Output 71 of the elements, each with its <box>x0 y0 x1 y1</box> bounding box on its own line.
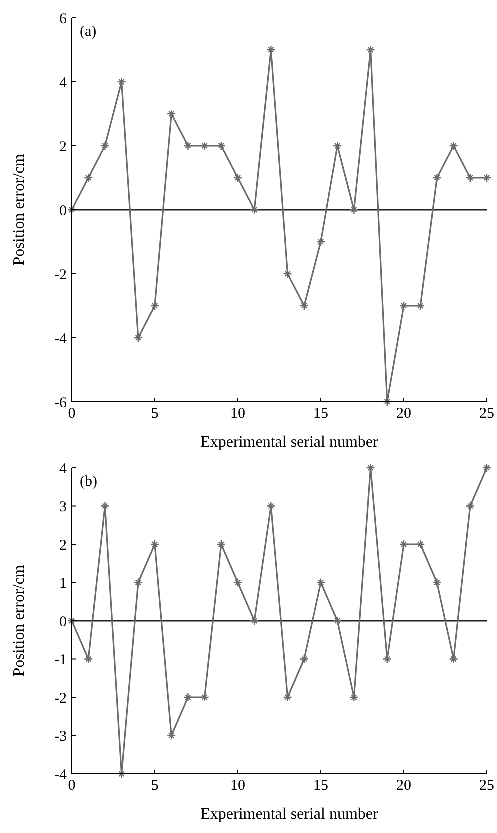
x-tick-label: 5 <box>151 778 159 794</box>
point <box>283 692 292 702</box>
y-tick-label: -6 <box>54 395 68 412</box>
annotation: (a) <box>80 24 97 40</box>
point <box>67 616 77 626</box>
point <box>233 173 243 183</box>
y-tick-label: -1 <box>54 652 67 668</box>
y-tick-label: 2 <box>60 139 67 156</box>
annotation: (b) <box>80 474 98 490</box>
x-axis-title: Experimental serial number <box>200 434 380 451</box>
point <box>150 301 160 311</box>
y-tick-label: -2 <box>54 690 67 707</box>
point <box>300 654 309 664</box>
x-tick-label: 15 <box>314 778 328 794</box>
point <box>316 237 326 247</box>
point <box>432 578 442 588</box>
point <box>482 173 492 183</box>
point <box>416 301 426 311</box>
point <box>316 578 326 588</box>
point <box>184 692 193 702</box>
point <box>283 269 292 279</box>
point <box>466 173 475 183</box>
x-tick-label: 25 <box>480 778 494 794</box>
x-tick-label: 10 <box>230 406 246 422</box>
x-tick-label: 20 <box>396 778 412 794</box>
point <box>84 654 94 664</box>
point <box>134 578 143 588</box>
y-tick-label: 0 <box>60 614 67 630</box>
point <box>399 301 409 311</box>
point <box>167 109 176 119</box>
point <box>84 173 94 183</box>
point <box>150 540 160 550</box>
x-tick-label: 25 <box>480 406 494 422</box>
y-tick-label: 2 <box>60 538 67 554</box>
x-tick-label: 5 <box>151 406 159 422</box>
point <box>482 463 492 473</box>
point <box>200 141 210 151</box>
y-tick-label: 6 <box>60 11 68 28</box>
y-axis-title: Position error/cm <box>11 154 28 266</box>
point <box>100 141 110 151</box>
y-tick-label: 3 <box>60 500 67 516</box>
point <box>300 301 309 311</box>
point <box>250 616 260 626</box>
x-tick-label: 20 <box>396 406 412 422</box>
point <box>333 616 342 626</box>
y-tick-label: -3 <box>54 729 67 745</box>
point <box>67 205 77 215</box>
y-tick-label: 0 <box>60 203 67 220</box>
point <box>216 141 226 151</box>
y-tick-label: 4 <box>60 461 68 478</box>
point <box>167 731 176 740</box>
point <box>184 141 193 151</box>
y-tick-label: -4 <box>54 331 68 348</box>
x-tick-label: 10 <box>230 778 246 794</box>
point <box>449 141 458 151</box>
x-axis-title: Experimental serial number <box>200 806 380 823</box>
y-tick-label: 1 <box>60 576 67 592</box>
y-tick-label: -2 <box>54 267 67 284</box>
y-tick-label: 4 <box>60 75 68 92</box>
point <box>233 578 243 588</box>
point <box>200 692 210 702</box>
point <box>250 205 260 215</box>
point <box>466 502 475 511</box>
point <box>216 540 226 550</box>
point <box>399 540 409 550</box>
x-tick-label: 15 <box>314 406 328 422</box>
y-axis-title: Position error/cm <box>11 564 28 677</box>
point <box>134 333 143 343</box>
y-tick-label: -4 <box>54 767 68 784</box>
point <box>432 173 442 183</box>
point <box>416 540 426 550</box>
